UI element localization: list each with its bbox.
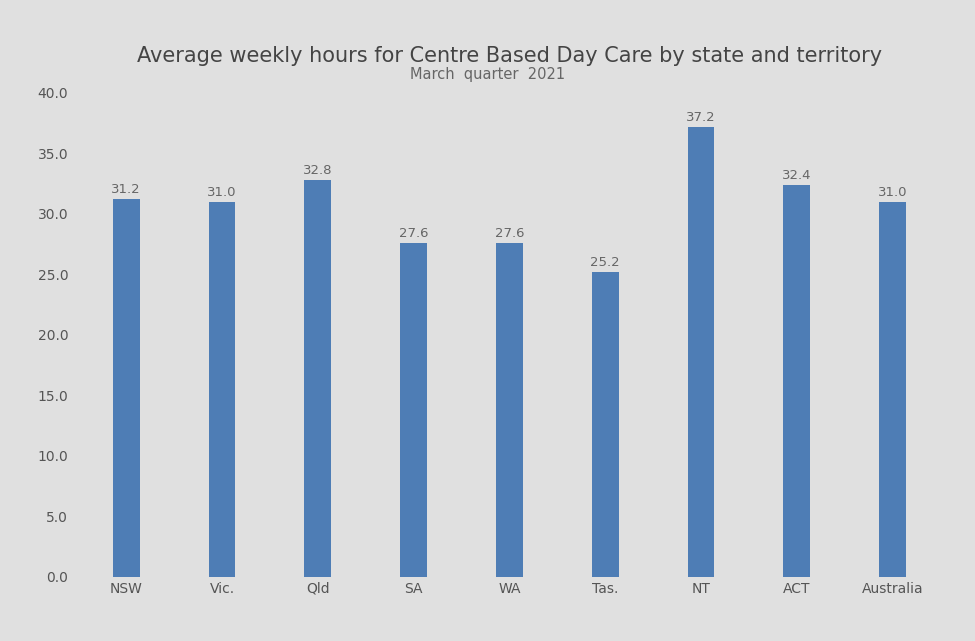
Bar (687, 127, 715, 577)
Text: 31.2: 31.2 (111, 183, 141, 196)
Text: 32.8: 32.8 (303, 164, 332, 177)
Bar (304, 180, 332, 577)
Bar (784, 185, 810, 577)
Text: 32.4: 32.4 (782, 169, 811, 182)
Bar (113, 199, 139, 577)
Bar (592, 272, 619, 577)
Text: 31.0: 31.0 (878, 186, 908, 199)
Text: 25.2: 25.2 (591, 256, 620, 269)
Text: 31.0: 31.0 (208, 186, 237, 199)
Bar (209, 202, 235, 577)
Bar (496, 243, 523, 577)
Text: 27.6: 27.6 (494, 227, 525, 240)
Text: 27.6: 27.6 (399, 227, 428, 240)
Text: 37.2: 37.2 (686, 111, 716, 124)
Text: March  quarter  2021: March quarter 2021 (410, 67, 566, 82)
Bar (400, 243, 427, 577)
Bar (879, 202, 906, 577)
Title: Average weekly hours for Centre Based Day Care by state and territory: Average weekly hours for Centre Based Da… (136, 46, 882, 67)
